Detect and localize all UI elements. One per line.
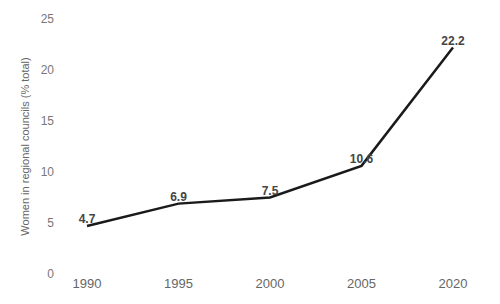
svg-text:4.7: 4.7 bbox=[79, 212, 96, 226]
svg-text:20: 20 bbox=[41, 63, 55, 77]
svg-text:22.2: 22.2 bbox=[441, 34, 465, 48]
svg-text:2020: 2020 bbox=[439, 276, 468, 291]
svg-text:5: 5 bbox=[47, 216, 54, 230]
svg-text:1995: 1995 bbox=[164, 276, 193, 291]
svg-text:10.6: 10.6 bbox=[350, 152, 374, 166]
svg-text:7.5: 7.5 bbox=[262, 184, 279, 198]
svg-text:1990: 1990 bbox=[73, 276, 102, 291]
svg-text:25: 25 bbox=[41, 12, 55, 26]
svg-text:2005: 2005 bbox=[347, 276, 376, 291]
svg-text:6.9: 6.9 bbox=[170, 190, 187, 204]
svg-text:15: 15 bbox=[41, 114, 55, 128]
svg-text:0: 0 bbox=[47, 267, 54, 281]
svg-text:Women in regional councils (%: Women in regional councils (% total) bbox=[19, 57, 31, 235]
svg-text:2000: 2000 bbox=[256, 276, 285, 291]
svg-text:10: 10 bbox=[41, 165, 55, 179]
